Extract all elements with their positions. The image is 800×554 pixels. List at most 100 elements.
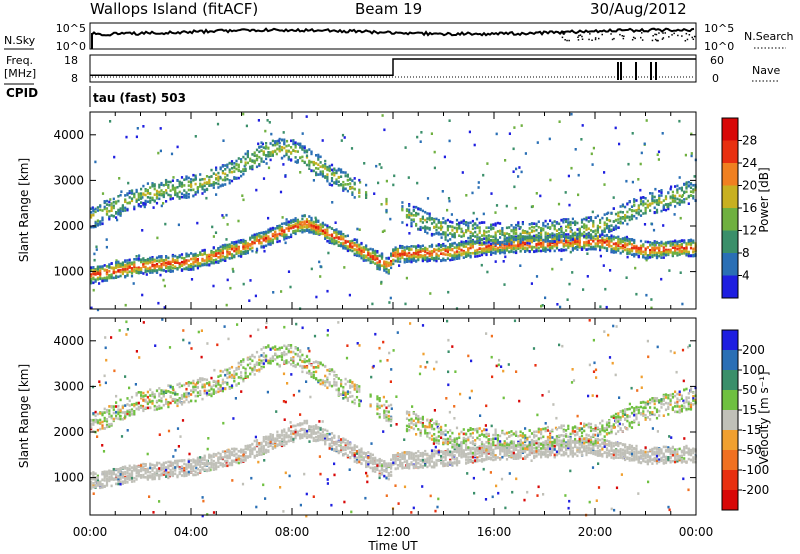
heatmap-cell	[276, 234, 279, 237]
heatmap-cell	[115, 468, 118, 471]
heatmap-cell	[497, 363, 500, 367]
heatmap-cell	[90, 207, 93, 211]
heatmap-cell	[566, 298, 569, 301]
heatmap-cell	[651, 243, 654, 246]
heatmap-cell	[124, 260, 127, 263]
heatmap-cell	[483, 221, 486, 224]
heatmap-cell	[120, 435, 124, 438]
heatmap-cell	[390, 266, 393, 270]
heatmap-cell	[349, 240, 352, 243]
heatmap-cell	[446, 233, 449, 237]
nsearch-point	[657, 39, 659, 42]
heatmap-cell	[424, 225, 427, 228]
heatmap-cell	[458, 224, 461, 227]
heatmap-cell	[237, 249, 240, 253]
heatmap-cell	[126, 469, 129, 472]
heatmap-cell	[120, 190, 123, 193]
heatmap-cell	[303, 145, 306, 148]
heatmap-cell	[269, 153, 272, 157]
heatmap-cell	[212, 254, 215, 257]
heatmap-cell	[146, 258, 149, 262]
heatmap-cell	[255, 239, 259, 242]
heatmap-cell	[569, 235, 572, 238]
heatmap-cell	[494, 240, 497, 243]
heatmap-cell	[485, 250, 488, 253]
heatmap-cell	[315, 167, 318, 170]
heatmap-cell	[426, 251, 429, 255]
heatmap-cell	[592, 370, 596, 373]
heatmap-cell	[467, 354, 470, 358]
heatmap-cell	[569, 244, 572, 248]
heatmap-cell	[571, 235, 574, 238]
heatmap-cell	[162, 278, 165, 282]
heatmap-cell	[678, 245, 681, 248]
heatmap-cell	[662, 224, 665, 227]
heatmap-cell	[644, 211, 647, 215]
heatmap-cell	[591, 466, 595, 469]
heatmap-cell	[199, 264, 202, 268]
cpid-label: CPID	[6, 86, 38, 100]
heatmap-cell	[146, 196, 149, 199]
heatmap-cell	[282, 163, 285, 166]
heatmap-cell	[524, 237, 527, 240]
heatmap-cell	[358, 191, 361, 195]
heatmap-cell	[203, 259, 206, 262]
heatmap-cell	[628, 248, 631, 251]
heatmap-cell	[257, 119, 260, 122]
heatmap-cell	[396, 253, 399, 256]
heatmap-cell	[340, 232, 343, 236]
heatmap-cell	[585, 244, 588, 247]
heatmap-cell	[565, 225, 568, 229]
heatmap-cell	[321, 225, 324, 229]
heatmap-cell	[480, 249, 484, 252]
heatmap-cell	[564, 191, 567, 194]
heatmap-cell	[130, 466, 134, 469]
heatmap-cell	[383, 261, 386, 264]
heatmap-cell	[619, 238, 622, 241]
heatmap-cell	[271, 234, 274, 238]
heatmap-cell	[308, 161, 311, 164]
heatmap-cell	[244, 161, 247, 164]
heatmap-cell	[389, 217, 392, 221]
heatmap-cell	[495, 484, 498, 488]
heatmap-cell	[280, 232, 284, 236]
heatmap-cell	[133, 480, 136, 483]
heatmap-cell	[644, 257, 647, 260]
heatmap-cell	[260, 149, 263, 152]
heatmap-cell	[515, 244, 518, 247]
heatmap-cell	[618, 422, 621, 426]
heatmap-cell	[626, 202, 629, 206]
heatmap-cell	[633, 198, 636, 201]
heatmap-cell	[242, 240, 245, 243]
heatmap-cell	[570, 381, 574, 384]
heatmap-cell	[433, 220, 436, 224]
heatmap-cell	[278, 137, 281, 141]
heatmap-cell	[435, 225, 438, 228]
heatmap-cell	[265, 239, 268, 243]
heatmap-cell	[626, 247, 629, 251]
heatmap-cell	[588, 319, 591, 322]
heatmap-cell	[446, 248, 449, 251]
heatmap-cell	[605, 217, 609, 220]
heatmap-cell	[92, 485, 95, 489]
heatmap-cell	[196, 264, 199, 268]
nsky-tick-top: 10^5	[56, 22, 86, 35]
heatmap-cell	[139, 205, 142, 208]
heatmap-cell	[546, 242, 549, 246]
heatmap-cell	[412, 214, 415, 217]
heatmap-cell	[664, 250, 668, 254]
heatmap-cell	[295, 322, 298, 326]
nsearch-point	[688, 34, 691, 36]
heatmap-cell	[651, 255, 654, 259]
heatmap-cell	[650, 222, 654, 226]
heatmap-cell	[417, 253, 420, 257]
heatmap-cell	[649, 256, 652, 259]
heatmap-cell	[640, 151, 643, 155]
heatmap-cell	[692, 251, 695, 254]
heatmap-cell	[190, 257, 193, 261]
heatmap-cell	[664, 248, 668, 252]
heatmap-cell	[636, 389, 639, 392]
heatmap-cell	[430, 253, 434, 256]
heatmap-cell	[324, 175, 327, 178]
heatmap-cell	[148, 495, 151, 498]
